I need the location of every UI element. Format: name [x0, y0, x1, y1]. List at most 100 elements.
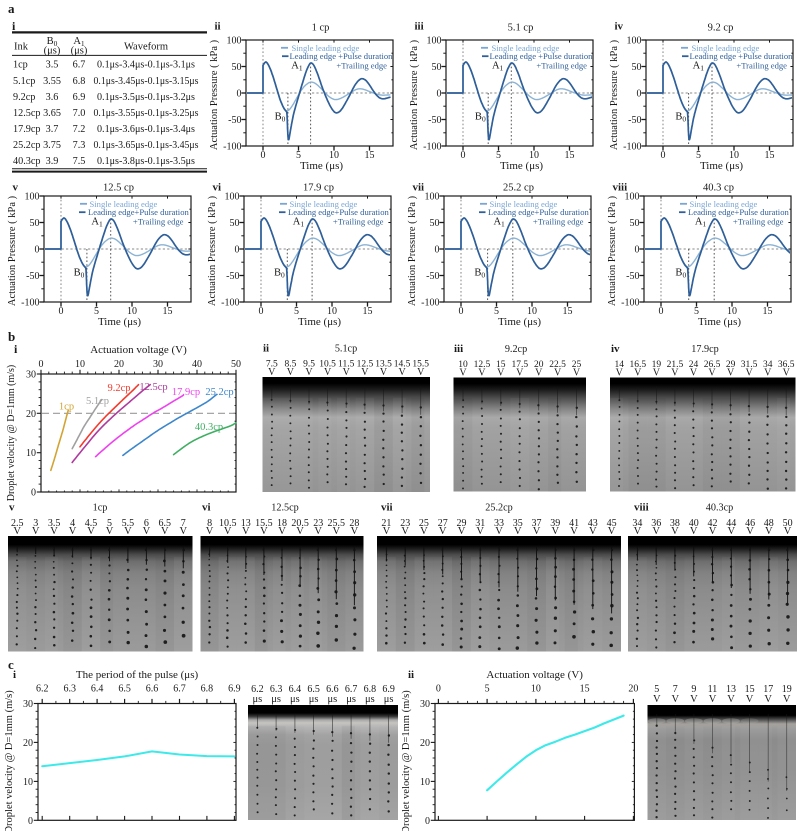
svg-text:6.2: 6.2 [251, 684, 264, 695]
svg-text:5: 5 [696, 150, 701, 161]
svg-text:V: V [535, 368, 543, 379]
svg-text:6.8: 6.8 [201, 684, 214, 695]
svg-text:6.3: 6.3 [63, 684, 76, 695]
svg-text:15: 15 [745, 684, 755, 695]
svg-text:100: 100 [627, 36, 642, 47]
svg-text:-50: -50 [426, 271, 439, 282]
svg-text:5: 5 [485, 684, 490, 695]
svg-text:V: V [242, 526, 250, 537]
svg-text:A1: A1 [91, 217, 103, 229]
svg-text:+Trailing edge: +Trailing edge [736, 61, 787, 71]
svg-text:V: V [783, 368, 791, 379]
svg-text:44: 44 [726, 518, 736, 529]
svg-text:10: 10 [729, 150, 739, 161]
svg-text:25.2cp: 25.2cp [485, 503, 512, 514]
svg-text:11.5: 11.5 [338, 360, 355, 370]
svg-text:17.5: 17.5 [511, 360, 528, 370]
svg-text:30: 30 [26, 370, 36, 381]
svg-text:100: 100 [427, 36, 442, 47]
svg-text:3.6: 3.6 [46, 92, 59, 103]
svg-text:B0: B0 [474, 268, 485, 280]
svg-text:-100: -100 [623, 142, 641, 153]
svg-text:V: V [32, 526, 40, 537]
svg-text:Actuation Pressure ( kPa ): Actuation Pressure ( kPa ) [407, 195, 418, 306]
svg-text:V: V [260, 526, 268, 537]
svg-text:V: V [180, 526, 188, 537]
svg-text:43: 43 [588, 518, 598, 529]
svg-text:B0: B0 [274, 268, 285, 280]
svg-text:6.5: 6.5 [159, 518, 172, 529]
svg-text:V: V [709, 526, 717, 537]
svg-text:6.8: 6.8 [364, 684, 377, 695]
svg-text:vii: vii [413, 181, 425, 193]
svg-text:-50: -50 [26, 271, 39, 282]
svg-text:5: 5 [494, 306, 499, 317]
svg-text:V: V [690, 694, 698, 705]
svg-text:V: V [420, 526, 428, 537]
svg-text:40: 40 [192, 359, 202, 370]
svg-text:3.7: 3.7 [46, 124, 59, 135]
svg-text:0: 0 [436, 684, 441, 695]
svg-text:B0: B0 [47, 36, 58, 48]
svg-text:20: 20 [534, 360, 544, 370]
svg-text:40.3cp: 40.3cp [195, 422, 223, 433]
svg-text:3.75: 3.75 [43, 140, 61, 151]
svg-text:V: V [765, 526, 773, 537]
svg-text:15.5: 15.5 [255, 518, 273, 529]
svg-text:10: 10 [23, 777, 33, 788]
svg-text:10: 10 [527, 306, 537, 317]
svg-text:V: V [383, 526, 391, 537]
svg-text:V: V [671, 526, 679, 537]
svg-text:0: 0 [637, 89, 642, 100]
svg-text:5.1cp: 5.1cp [86, 396, 109, 407]
svg-text:Time (μs): Time (μs) [98, 316, 141, 328]
svg-text:V: V [296, 526, 304, 537]
svg-text:5: 5 [107, 518, 112, 529]
svg-text:19: 19 [652, 360, 662, 370]
svg-text:6.9: 6.9 [228, 684, 241, 695]
svg-text:-50: -50 [228, 115, 241, 126]
svg-text:6.8: 6.8 [73, 76, 86, 87]
svg-text:0: 0 [435, 245, 440, 256]
svg-text:V: V [533, 526, 541, 537]
svg-text:19: 19 [782, 684, 792, 695]
svg-text:B0: B0 [74, 268, 85, 280]
svg-text:V: V [380, 367, 388, 378]
svg-text:V: V [143, 526, 151, 537]
svg-text:Time (μs): Time (μs) [498, 316, 541, 328]
svg-text:μs: μs [384, 694, 394, 705]
svg-text:24: 24 [689, 360, 699, 370]
svg-text:21: 21 [381, 518, 391, 529]
svg-text:V: V [746, 526, 754, 537]
svg-text:0: 0 [39, 359, 44, 370]
svg-text:6.4: 6.4 [289, 684, 302, 695]
svg-text:10: 10 [75, 359, 85, 370]
svg-text:-50: -50 [628, 115, 641, 126]
svg-text:B0: B0 [675, 112, 686, 124]
svg-text:+Trailing edge: +Trailing edge [336, 61, 387, 71]
svg-text:V: V [161, 526, 169, 537]
svg-text:-100: -100 [21, 298, 39, 309]
svg-text:A1: A1 [493, 217, 505, 229]
svg-text:Time (μs): Time (μs) [300, 160, 343, 172]
svg-text:17.9 cp: 17.9 cp [303, 182, 334, 193]
svg-text:20: 20 [628, 684, 638, 695]
svg-text:0: 0 [259, 306, 264, 317]
svg-text:3.5: 3.5 [48, 518, 61, 529]
svg-text:V: V [727, 694, 735, 705]
svg-text:20: 20 [26, 409, 36, 420]
svg-text:Waveform: Waveform [124, 42, 168, 53]
svg-text:9.2cp: 9.2cp [13, 92, 35, 103]
svg-text:-50: -50 [626, 271, 639, 282]
svg-text:10.5: 10.5 [319, 360, 336, 370]
svg-text:4.5: 4.5 [85, 518, 98, 529]
svg-text:(μs): (μs) [71, 46, 88, 57]
svg-text:vii: vii [381, 502, 393, 514]
svg-text:18: 18 [277, 518, 287, 529]
svg-text:i: i [13, 669, 16, 681]
svg-text:12.5cp: 12.5cp [139, 382, 167, 393]
svg-text:0: 0 [35, 245, 40, 256]
svg-text:0: 0 [635, 245, 640, 256]
svg-text:9.2cp: 9.2cp [107, 383, 130, 394]
svg-text:5.5: 5.5 [122, 518, 135, 529]
